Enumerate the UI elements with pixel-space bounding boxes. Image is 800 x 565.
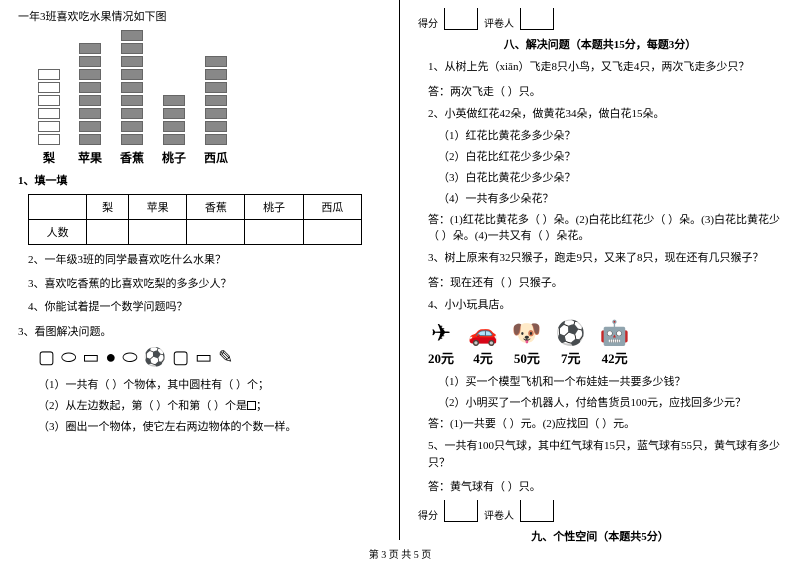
th-banana: 香蕉 [187, 195, 245, 220]
r-q4a: （1）买一个模型飞机和一个布娃娃一共要多少钱？ [438, 373, 782, 389]
ball-icon: ⚽ [556, 319, 586, 348]
toy-plane: ✈20元 [428, 319, 454, 367]
score-row-8: 得分 评卷人 [418, 8, 782, 30]
q-left-3: 3、喜欢吃香蕉的比喜欢吃梨的多多少人？ [28, 276, 381, 293]
picture-question-head: 3、看图解决问题。 [18, 323, 381, 339]
grader-box-9 [520, 500, 554, 522]
cylinder2-icon: ⬭ [122, 347, 137, 368]
r-q1: 1、从树上先（xiān）飞走8只小鸟，又飞走4只，两次飞走多少只？ [428, 59, 782, 76]
r-a1: 答：两次飞走（ ）只。 [428, 83, 782, 99]
cuboid2-icon: ▭ [195, 347, 212, 368]
row-count-label: 人数 [29, 220, 87, 245]
r-q4: 4、小小玩具店。 [428, 297, 782, 314]
pict-sub3: （3）圈出一个物体，使它左右两边物体的个数一样。 [38, 418, 381, 434]
r-a2: 答：(1)红花比黄花多（ ）朵。(2)白花比红花少（ ）朵。(3)白花比黄花少（… [428, 211, 782, 243]
r-q5: 5、一共有100只气球，其中红气球有15只，蓝气球有55只，黄气球有多少只？ [428, 438, 782, 471]
cuboid-icon: ▭ [82, 347, 99, 368]
car-icon: 🚗 [468, 319, 498, 348]
th-watermelon: 西瓜 [303, 195, 361, 220]
fruit-chart: 梨 苹果 香蕉 桃子 西瓜 [38, 30, 381, 166]
chart-intro: 一年3班喜欢吃水果情况如下图 [18, 8, 381, 24]
toy-car: 🚗4元 [468, 319, 498, 367]
th-pear: 梨 [87, 195, 129, 220]
pencil-icon: ✎ [218, 347, 233, 368]
toy-row: ✈20元 🚗4元 🐶50元 ⚽7元 🤖42元 [428, 319, 782, 367]
small-square-icon [247, 401, 256, 410]
bar-banana: 香蕉 [120, 30, 144, 166]
sphere-icon: ● [105, 347, 116, 368]
th-peach: 桃子 [245, 195, 303, 220]
cube-icon: ▢ [38, 347, 55, 368]
score-box [444, 8, 478, 30]
q-left-4: 4、你能试着提一个数学问题吗？ [28, 299, 381, 316]
r-q4b: （2）小明买了一个机器人，付给售货员100元，应找回多少元？ [438, 394, 782, 410]
plane-icon: ✈ [428, 319, 454, 348]
r-q2c: （3）白花比黄花少多少朵？ [438, 169, 782, 185]
fill-heading: 1、填一填 [18, 172, 381, 188]
section-8-title: 八、解决问题（本题共15分，每题3分） [418, 36, 782, 52]
r-q2d: （4）一共有多少朵花？ [438, 190, 782, 206]
page-footer: 第 3 页 共 5 页 [0, 546, 800, 561]
soccer-icon: ⚽ [144, 347, 166, 368]
r-a3: 答：现在还有（ ）只猴子。 [428, 274, 782, 290]
fruit-table: 梨 苹果 香蕉 桃子 西瓜 人数 [28, 194, 362, 245]
cylinder-icon: ⬭ [61, 347, 76, 368]
doll-icon: 🐶 [512, 319, 542, 348]
r-a5: 答：黄气球有（ ）只。 [428, 478, 782, 494]
r-q3: 3、树上原来有32只猴子，跑走9只，又来了8只，现在还有几只猴子？ [428, 250, 782, 267]
r-a4: 答：(1)一共要（ ）元。(2)应找回（ ）元。 [428, 415, 782, 431]
pict-sub1: （1）一共有（ ）个物体，其中圆柱有（ ）个； [38, 376, 381, 392]
r-q2b: （2）白花比红花少多少朵？ [438, 148, 782, 164]
grader-box [520, 8, 554, 30]
score-row-9: 得分 评卷人 [418, 500, 782, 522]
robot-icon: 🤖 [600, 319, 630, 348]
th-apple: 苹果 [129, 195, 187, 220]
bar-apple: 苹果 [78, 43, 102, 166]
pict-sub2: （2）从左边数起，第（ ）个和第（ ）个是； [38, 397, 381, 413]
shapes-row: ▢ ⬭ ▭ ● ⬭ ⚽ ▢ ▭ ✎ [38, 347, 381, 368]
section-9-title: 九、个性空间（本题共5分） [418, 528, 782, 544]
toy-doll: 🐶50元 [512, 319, 542, 367]
left-column: 一年3班喜欢吃水果情况如下图 梨 苹果 香蕉 桃子 西瓜 [0, 0, 400, 540]
q-left-2: 2、一年级3班的同学最喜欢吃什么水果？ [28, 252, 381, 269]
toy-ball: ⚽7元 [556, 319, 586, 367]
r-q2: 2、小英做红花42朵，做黄花34朵，做白花15朵。 [428, 106, 782, 123]
bar-pear: 梨 [38, 69, 60, 166]
toy-robot: 🤖42元 [600, 319, 630, 367]
cube2-icon: ▢ [172, 347, 189, 368]
bar-watermelon: 西瓜 [204, 56, 228, 166]
bar-peach: 桃子 [162, 95, 186, 166]
right-column: 得分 评卷人 八、解决问题（本题共15分，每题3分） 1、从树上先（xiān）飞… [400, 0, 800, 540]
score-box-9 [444, 500, 478, 522]
r-q2a: （1）红花比黄花多多少朵？ [438, 127, 782, 143]
